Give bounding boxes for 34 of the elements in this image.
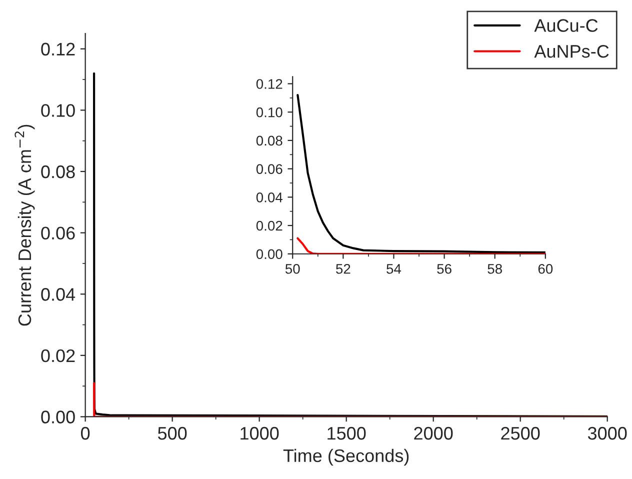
x-tick-label: 50 bbox=[285, 264, 300, 274]
y-tick-label: 0.06 bbox=[41, 226, 75, 240]
y-tick-label: 0.04 bbox=[256, 192, 282, 202]
x-tick-label: 58 bbox=[488, 264, 502, 274]
x-tick-label: 52 bbox=[336, 264, 350, 274]
line-series bbox=[296, 94, 546, 254]
x-tick-label: 2500 bbox=[501, 426, 540, 440]
x-tick-label: 60 bbox=[538, 264, 553, 274]
x-tick-label: 0 bbox=[81, 426, 90, 440]
y-tick-label: 0.04 bbox=[41, 288, 76, 301]
y-tick-label: 0.10 bbox=[256, 107, 282, 118]
y-tick-label: 0.00 bbox=[41, 410, 75, 424]
y-axis-title: Current Density (A cm$^{−2}$) bbox=[14, 124, 35, 326]
y-tick-label: 0.12 bbox=[41, 42, 75, 56]
y-tick-label: 0.08 bbox=[256, 136, 282, 146]
x-tick-label: 2000 bbox=[414, 426, 453, 440]
x-tick-label: 1500 bbox=[328, 426, 366, 440]
y-tick-label: 0.10 bbox=[41, 104, 75, 117]
legend-label: AuNPs-C bbox=[534, 44, 609, 58]
y-tick-label: 0.06 bbox=[256, 164, 282, 174]
x-tick-label: 3000 bbox=[588, 426, 627, 440]
y-tick-label: 0.02 bbox=[41, 349, 75, 362]
legend-label: AuCu-C bbox=[534, 19, 598, 32]
x-axis-title: Time (Seconds) bbox=[283, 448, 409, 466]
x-tick-label: 54 bbox=[386, 264, 402, 274]
y-tick-label: 0.08 bbox=[41, 165, 75, 178]
x-tick-label: 56 bbox=[437, 264, 452, 274]
y-tick-label: 0.00 bbox=[256, 249, 282, 260]
y-tick-label: 0.12 bbox=[256, 79, 282, 89]
y-tick-label: 0.02 bbox=[256, 220, 282, 231]
x-tick-label: 500 bbox=[158, 426, 187, 440]
x-tick-label: 1000 bbox=[240, 426, 279, 440]
line-series bbox=[296, 237, 546, 254]
line-series bbox=[93, 382, 608, 417]
